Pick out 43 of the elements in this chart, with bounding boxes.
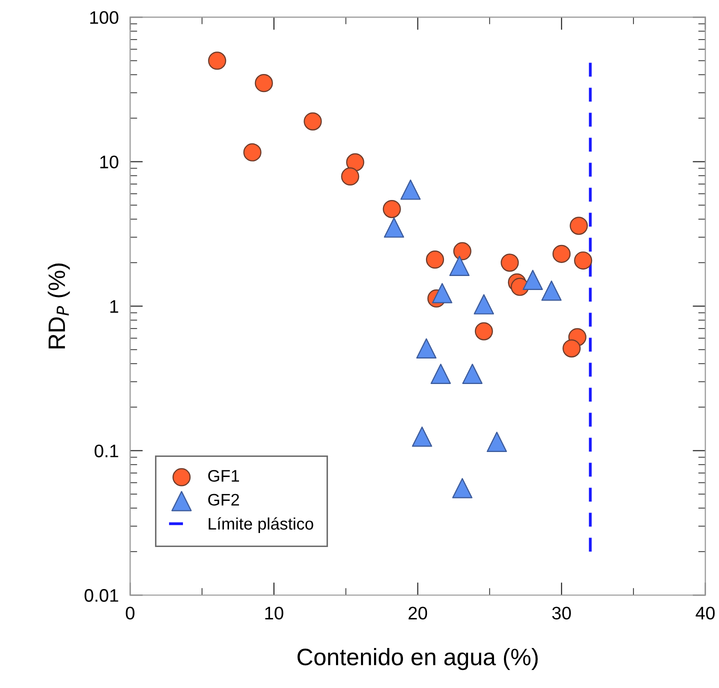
point <box>432 283 452 304</box>
point <box>452 478 472 498</box>
y-axis-title: RD$_{P}$ (%) <box>48 264 70 348</box>
point <box>453 242 472 260</box>
x-tick-label: 20 <box>408 606 428 620</box>
y-tick-label: 10 <box>100 156 118 168</box>
point <box>243 143 262 162</box>
y-tick-label: 0.01 <box>84 589 118 602</box>
point <box>304 112 322 130</box>
point <box>416 338 436 359</box>
point <box>486 432 507 452</box>
legend-label: Límite plástico <box>208 517 314 533</box>
point <box>474 322 493 340</box>
legend-label: GF2 <box>208 494 239 506</box>
y-tick-label: 1 <box>110 300 118 313</box>
legend-label: GF1 <box>208 470 239 482</box>
point <box>430 364 451 384</box>
x-tick-label: 10 <box>265 606 284 620</box>
x-tick-label: 40 <box>696 606 715 620</box>
point <box>541 280 562 301</box>
point <box>208 52 226 70</box>
point <box>574 251 592 270</box>
point <box>449 256 470 276</box>
point <box>552 244 571 263</box>
y-tick-label: 100 <box>90 11 118 24</box>
point <box>500 254 519 272</box>
point <box>384 217 404 238</box>
point <box>562 339 581 358</box>
x-tick-label: 0 <box>126 606 134 620</box>
point <box>400 180 421 200</box>
point <box>570 216 588 235</box>
point <box>382 200 401 218</box>
x-axis-title: Contenido en agua (%) <box>298 648 538 670</box>
point <box>341 167 360 186</box>
point <box>412 426 432 447</box>
point <box>522 270 543 290</box>
point <box>474 294 494 314</box>
y-tick-label: 0.1 <box>94 444 118 458</box>
point <box>426 250 444 269</box>
point <box>346 153 364 172</box>
x-tick-label: 30 <box>552 606 571 620</box>
point <box>254 74 273 92</box>
point <box>462 364 483 384</box>
